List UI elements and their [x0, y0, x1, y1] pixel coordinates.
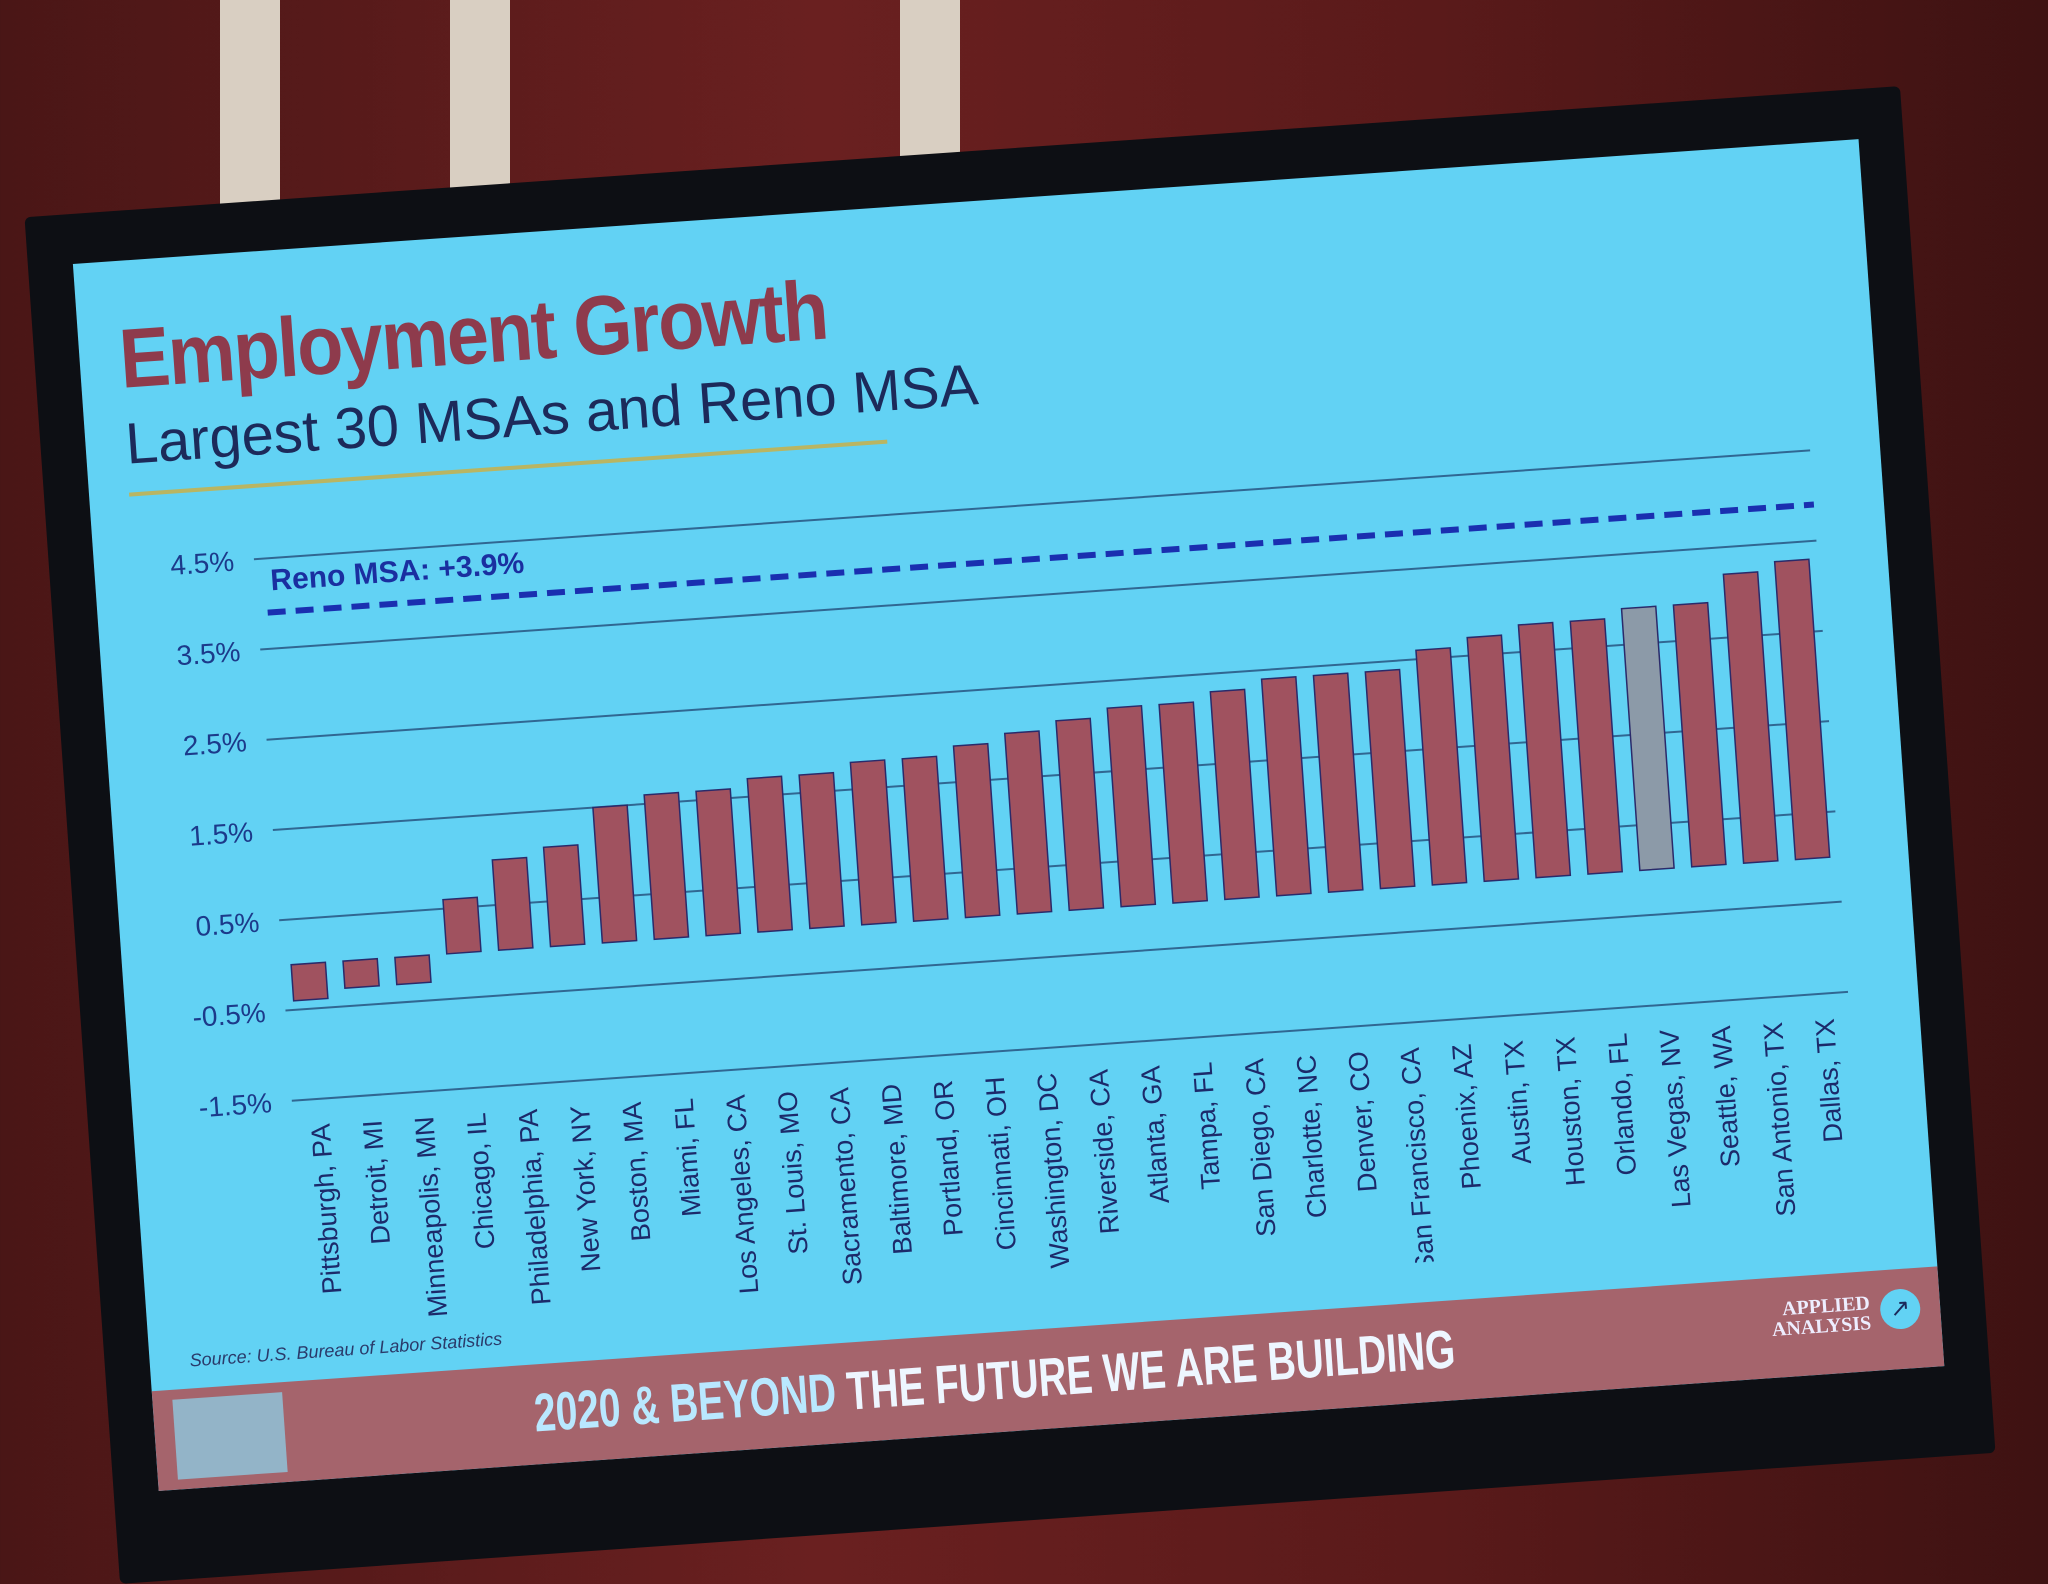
bar [1569, 618, 1624, 875]
bar [1466, 634, 1520, 883]
wall-pillar [220, 0, 280, 230]
bar [290, 961, 329, 1002]
x-tick-label: Charlotte, NC [1291, 1054, 1332, 1219]
x-tick-label: Houston, TX [1550, 1036, 1590, 1187]
footer-tagline-bold: 2020 & BEYOND [532, 1362, 839, 1444]
bar [1209, 688, 1260, 901]
bar [643, 791, 690, 941]
y-tick-label: -0.5% [192, 997, 267, 1033]
gridline [279, 810, 1836, 922]
x-tick-label: Minneapolis, MN [409, 1116, 453, 1319]
bar [695, 788, 742, 937]
x-tick-label: San Francisco, CA [1395, 1047, 1441, 1274]
x-tick-label: New York, NY [565, 1105, 607, 1273]
x-tick-label: Portland, OR [928, 1079, 969, 1237]
bar [1260, 676, 1312, 897]
bar [798, 771, 845, 930]
x-tick-label: Denver, CO [1343, 1050, 1383, 1193]
x-tick-label: St. Louis, MO [772, 1090, 813, 1255]
x-tick-label: Sacramento, CA [824, 1086, 868, 1286]
x-tick-label: Boston, MA [617, 1101, 657, 1242]
bar-chart: 4.5% 3.5% 2.5% 1.5% 0.5% -0.5% -1.5% Pittsburgh… [169, 449, 1849, 1319]
gridline [285, 900, 1842, 1012]
bar [1415, 647, 1468, 886]
bar [1312, 672, 1364, 894]
footer-tagline: 2020 & BEYOND THE FUTURE WE ARE BUILDING [532, 1318, 1457, 1444]
x-tick-label: Miami, FL [669, 1097, 707, 1217]
reference-line-label: Reno MSA: +3.9% [269, 547, 525, 598]
x-tick-label: Austin, TX [1499, 1039, 1538, 1165]
bar [849, 759, 897, 926]
x-tick-label: Orlando, FL [1602, 1032, 1642, 1176]
x-tick-label: Pittsburgh, PA [306, 1123, 348, 1295]
x-tick-label: Baltimore, MD [876, 1083, 918, 1256]
reference-line [267, 501, 1815, 616]
x-tick-label: Philadelphia, PA [513, 1108, 557, 1306]
bar [1055, 717, 1105, 912]
gridline [272, 720, 1830, 831]
bar [1672, 601, 1727, 868]
monitor-bezel: Employment Growth Largest 30 MSAs and Re… [24, 86, 1996, 1584]
gridline [260, 539, 1817, 651]
bar [1773, 558, 1831, 861]
x-tick-label: Detroit, MI [357, 1119, 396, 1245]
x-tick-label: Washington, DC [1032, 1072, 1076, 1269]
footer-tagline-rest: THE FUTURE WE ARE BUILDING [833, 1319, 1458, 1423]
bar [1364, 668, 1416, 890]
brand-logo-text: APPLIED ANALYSIS [1771, 1292, 1872, 1342]
bar [542, 844, 586, 948]
bar [592, 804, 638, 944]
bar [1722, 571, 1779, 864]
x-tick-label: Atlanta, GA [1135, 1065, 1175, 1205]
bar [952, 742, 1001, 919]
bar [1517, 621, 1572, 879]
x-tick-label: Las Vegas, NV [1654, 1028, 1696, 1208]
bar [491, 856, 534, 952]
y-tick-label: 0.5% [194, 907, 260, 942]
x-tick-label: Tampa, FL [1187, 1061, 1226, 1190]
bar [442, 896, 482, 955]
bar [394, 954, 432, 986]
gridline [253, 449, 1811, 561]
x-tick-label: Los Angeles, CA [720, 1094, 764, 1295]
x-tick-label: Cincinnati, OH [980, 1076, 1022, 1252]
bar [1158, 701, 1209, 904]
x-tick-label: Seattle, WA [1706, 1025, 1746, 1168]
x-tick-label: Phoenix, AZ [1447, 1043, 1487, 1190]
y-tick-label: 2.5% [182, 726, 248, 761]
bar [1003, 730, 1053, 915]
bar [901, 755, 949, 923]
bar [1620, 605, 1675, 872]
x-tick-label: Dallas, TX [1810, 1018, 1849, 1144]
y-tick-label: -1.5% [198, 1087, 273, 1123]
slide: Employment Growth Largest 30 MSAs and Re… [72, 139, 1945, 1491]
pen-nib-icon: ↗ [1878, 1287, 1922, 1331]
event-logo [172, 1392, 288, 1480]
bar [746, 775, 794, 933]
x-tick-label: Chicago, IL [461, 1112, 500, 1250]
bar [1106, 704, 1157, 908]
y-tick-label: 4.5% [169, 546, 235, 581]
gridline [266, 629, 1823, 741]
y-tick-label: 3.5% [176, 636, 242, 671]
y-tick-label: 1.5% [188, 816, 254, 851]
x-tick-label: San Antonio, TX [1758, 1021, 1802, 1217]
x-tick-label: Riverside, CA [1084, 1068, 1125, 1235]
gridline [291, 990, 1849, 1102]
bar [342, 957, 380, 989]
x-tick-label: San Diego, CA [1239, 1057, 1281, 1237]
